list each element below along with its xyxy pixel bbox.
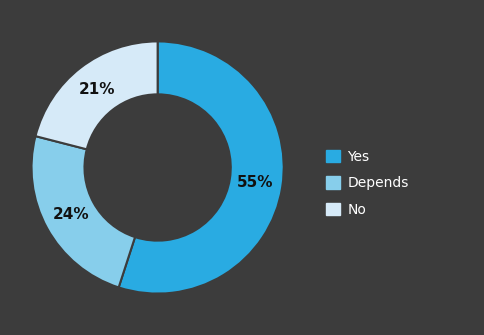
- Text: 55%: 55%: [236, 176, 272, 190]
- Wedge shape: [119, 42, 283, 293]
- Text: 24%: 24%: [53, 207, 90, 222]
- Text: 21%: 21%: [79, 82, 115, 97]
- Legend: Yes, Depends, No: Yes, Depends, No: [321, 146, 412, 221]
- Wedge shape: [35, 42, 157, 149]
- Wedge shape: [31, 136, 135, 287]
